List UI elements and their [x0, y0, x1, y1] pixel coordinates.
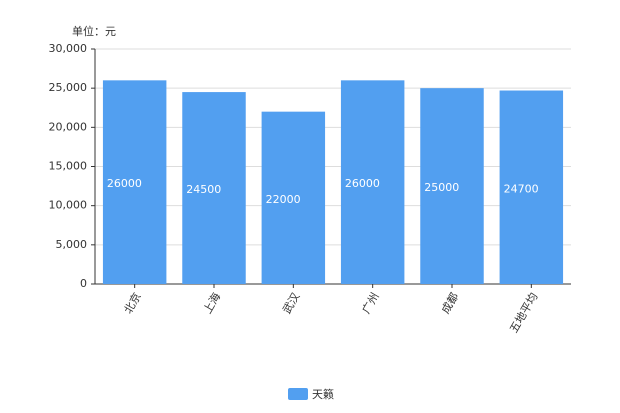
bar [261, 111, 326, 285]
bar [499, 90, 564, 285]
legend-label: 天籁 [312, 387, 334, 401]
y-tick-label: 15,000 [49, 160, 88, 173]
x-tick-label: 五地平均 [507, 291, 540, 336]
data-label: 26000 [345, 177, 380, 190]
y-tick-label: 10,000 [49, 199, 88, 212]
data-label: 26000 [107, 177, 142, 190]
bar [340, 80, 405, 284]
y-tick-label: 25,000 [49, 81, 88, 94]
y-tick-label: 30,000 [49, 42, 88, 55]
y-tick-label: 0 [80, 277, 87, 290]
legend-swatch [288, 388, 308, 400]
x-tick-label: 上海 [200, 290, 223, 316]
data-label: 24700 [504, 182, 539, 195]
data-label: 24500 [186, 183, 221, 196]
bar [102, 80, 167, 284]
bar [420, 88, 484, 285]
x-tick-label: 广州 [360, 291, 382, 317]
x-tick-label: 成都 [439, 291, 461, 317]
data-label: 22000 [266, 193, 301, 206]
unit-label: 单位：元 [72, 24, 116, 38]
y-tick-label: 20,000 [49, 120, 88, 133]
x-tick-label: 北京 [121, 290, 144, 316]
x-tick-label: 武汉 [280, 291, 302, 317]
data-label: 25000 [424, 181, 459, 194]
y-tick-label: 5,000 [56, 238, 88, 251]
bar [182, 92, 246, 284]
